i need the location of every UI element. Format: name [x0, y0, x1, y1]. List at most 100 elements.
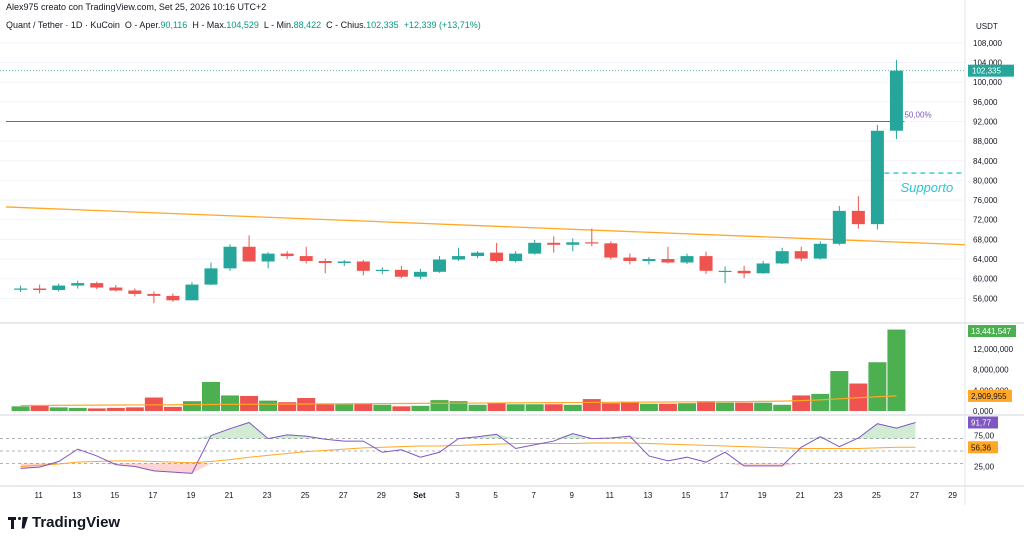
horizontal-line-label: 50,00%	[904, 110, 931, 119]
candle-body	[128, 290, 142, 294]
volume-bar	[316, 404, 335, 411]
x-tick-label: 23	[834, 491, 843, 500]
volume-bar	[68, 407, 87, 411]
volume-bar	[221, 395, 240, 411]
candle-body	[242, 246, 256, 262]
x-tick-label: 3	[455, 491, 460, 500]
last-price-badge	[968, 64, 1014, 77]
volume-bar	[639, 403, 658, 411]
x-tick-label: 7	[531, 491, 536, 500]
candle-body	[71, 283, 85, 286]
rsi-oversold-fill	[20, 463, 916, 474]
x-tick-label: 15	[110, 491, 119, 500]
x-tick-label: 11	[606, 491, 615, 500]
price-tick-label: 100,000	[973, 78, 1002, 87]
volume-bar	[773, 404, 792, 411]
volume-bar	[182, 401, 201, 411]
volume-bar	[678, 403, 696, 411]
volume-bar	[430, 400, 449, 411]
candle-body	[337, 261, 351, 263]
candle-body	[756, 263, 770, 274]
volume-bar	[811, 393, 830, 411]
x-tick-label: 13	[72, 491, 81, 500]
price-tick-label: 64,000	[973, 255, 998, 264]
volume-tick-label: 12,000,000	[973, 345, 1014, 354]
candle-body	[375, 269, 389, 272]
x-tick-label: 19	[758, 491, 767, 500]
candle-body	[737, 270, 751, 274]
volume-bar	[792, 395, 811, 411]
volume-bar	[87, 408, 106, 411]
price-tick-label: 84,000	[973, 157, 998, 166]
rsi-ma-line	[20, 442, 916, 467]
price-tick-label: 88,000	[973, 137, 998, 146]
volume-bar	[259, 400, 278, 411]
candle-body	[547, 242, 561, 245]
candle-body	[261, 253, 275, 262]
candle-body	[794, 251, 808, 259]
rsi-ma-badge	[968, 441, 998, 454]
candle-body	[147, 293, 161, 296]
x-tick-label: 23	[263, 491, 272, 500]
price-tick-label: 68,000	[973, 235, 998, 244]
candle-body	[832, 210, 846, 244]
volume-bar	[125, 407, 144, 411]
candle-body	[394, 269, 408, 277]
x-tick-label: 9	[570, 491, 575, 500]
candle-body	[699, 256, 713, 271]
candle-body	[813, 243, 827, 259]
rsi-line	[20, 421, 916, 474]
price-tick-label: 104,000	[973, 58, 1002, 67]
x-tick-label: 25	[301, 491, 310, 500]
close-label: C - Chius.	[326, 20, 367, 30]
candle-body	[642, 259, 656, 261]
volume-bar	[525, 404, 544, 411]
candle-body	[889, 70, 903, 131]
brand-text: TradingView	[32, 514, 121, 531]
volume-bar	[106, 407, 125, 411]
candle-body	[185, 284, 199, 301]
x-tick-label: 27	[339, 491, 348, 500]
open-value: 90,116	[160, 20, 188, 30]
volume-bar	[202, 381, 220, 411]
support-label: Supporto	[900, 180, 953, 195]
volume-bar	[335, 404, 354, 411]
volume-bar	[11, 406, 30, 411]
volume-bar	[544, 404, 563, 411]
candle-body	[33, 288, 47, 290]
change-value: +12,339 (+13,71%)	[403, 20, 481, 30]
candle-body	[299, 256, 313, 261]
x-tick-label: 5	[493, 491, 498, 500]
candle-body	[775, 251, 789, 264]
chart-credit: Alex975 creato con TradingView.com, Set …	[6, 2, 267, 12]
rsi-ma-label: 56,36	[971, 443, 992, 452]
volume-bar	[830, 371, 849, 411]
volume-bar	[658, 403, 677, 411]
price-tick-label: 60,000	[973, 275, 998, 284]
rsi-overbought-fill	[20, 422, 916, 439]
candle-body	[604, 243, 618, 258]
volume-bar	[868, 362, 887, 411]
volume-bar	[887, 329, 906, 411]
candle-body	[14, 288, 28, 290]
candle-body	[90, 283, 104, 288]
trendline	[5, 206, 966, 246]
price-tick-label: 56,000	[973, 294, 998, 303]
volume-ma-line	[20, 395, 897, 407]
volume-bar	[601, 403, 620, 411]
high-label: H - Max.	[192, 20, 227, 30]
currency-label: USDT	[976, 22, 998, 31]
candle-body	[318, 261, 332, 263]
volume-bar	[163, 406, 182, 411]
volume-last-label: 13,441,547	[971, 327, 1012, 336]
volume-bar	[278, 402, 297, 411]
x-tick-label: Set	[413, 491, 426, 500]
x-tick-label: 17	[720, 491, 729, 500]
candle-body	[851, 210, 865, 225]
price-tick-label: 72,000	[973, 216, 998, 225]
candle-body	[718, 270, 732, 273]
x-tick-label: 25	[872, 491, 881, 500]
volume-bar	[354, 403, 373, 411]
candle-body	[280, 253, 294, 257]
